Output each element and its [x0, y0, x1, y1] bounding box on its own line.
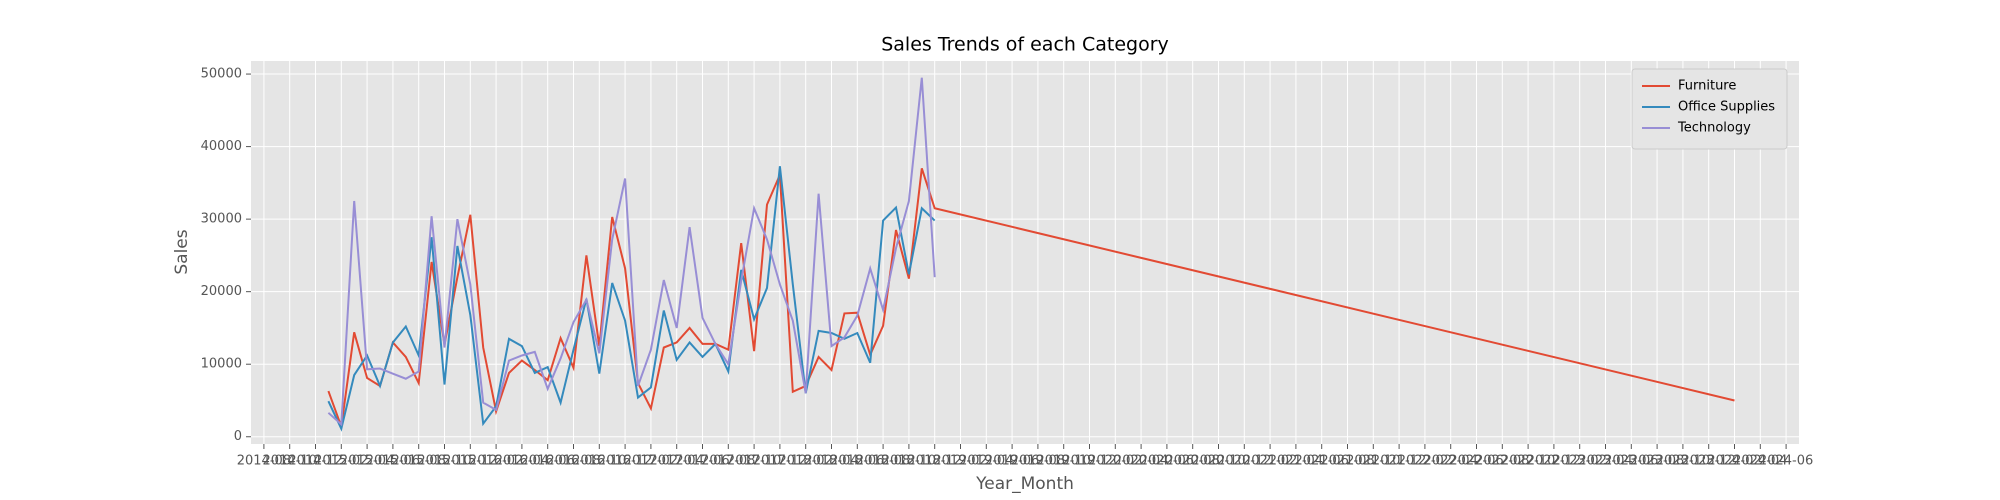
- x-tick-label: 2022-12: [1527, 454, 1581, 469]
- x-tick-label: 2015-06: [366, 454, 420, 469]
- plot-area: [251, 61, 1799, 444]
- y-tick-label: 40000: [201, 139, 242, 154]
- x-tick-label: 2019-06: [985, 454, 1039, 469]
- x-tick-label: 2021-06: [1295, 454, 1349, 469]
- y-tick-label: 50000: [201, 67, 242, 82]
- x-tick-label: 2019-02: [933, 454, 987, 469]
- x-tick-label: 2022-04: [1424, 454, 1478, 469]
- x-tick-label: 2014-12: [288, 454, 342, 469]
- x-tick-label: 2015-02: [314, 454, 368, 469]
- x-tick-label: 2021-12: [1372, 454, 1426, 469]
- x-tick-label: 2024-04: [1733, 454, 1787, 469]
- x-tick-label: 2018-08: [856, 454, 910, 469]
- legend-label: Furniture: [1678, 79, 1736, 94]
- y-tick-label: 0: [234, 429, 242, 444]
- x-tick-label: 2014-08: [237, 454, 291, 469]
- x-tick-label: 2019-10: [1037, 454, 1091, 469]
- x-tick-label: 2020-02: [1088, 454, 1142, 469]
- x-tick-label: 2022-06: [1449, 454, 1503, 469]
- x-tick-label: 2021-02: [1243, 454, 1297, 469]
- y-tick-label: 20000: [201, 284, 242, 299]
- x-tick-label: 2023-10: [1656, 454, 1710, 469]
- legend-box: [1631, 68, 1788, 150]
- x-tick-label: 2022-08: [1475, 454, 1529, 469]
- x-tick-label: 2021-08: [1320, 454, 1374, 469]
- x-tick-label: 2016-12: [598, 454, 652, 469]
- y-tick-label: 30000: [201, 212, 242, 227]
- x-tick-label: 2024-02: [1707, 454, 1761, 469]
- x-tick-label: 2014-10: [263, 454, 317, 469]
- x-tick-label: 2020-08: [1166, 454, 1220, 469]
- x-tick-label: 2016-08: [546, 454, 600, 469]
- x-tick-label: 2021-10: [1346, 454, 1400, 469]
- x-tick-label: 2018-10: [882, 454, 936, 469]
- x-tick-label: 2022-10: [1501, 454, 1555, 469]
- x-tick-label: 2023-04: [1578, 454, 1632, 469]
- x-tick-label: 2018-04: [804, 454, 858, 469]
- x-tick-label: 2019-04: [959, 454, 1013, 469]
- x-tick-label: 2020-12: [1217, 454, 1271, 469]
- x-tick-label: 2019-12: [1062, 454, 1116, 469]
- x-tick-label: 2021-04: [1269, 454, 1323, 469]
- x-tick-label: 2023-12: [1682, 454, 1736, 469]
- legend-label: Technology: [1677, 121, 1751, 136]
- x-tick-label: 2017-12: [753, 454, 807, 469]
- x-tick-label: 2015-04: [340, 454, 394, 469]
- legend-label: Office Supplies: [1678, 100, 1775, 115]
- x-tick-label: 2017-02: [624, 454, 678, 469]
- x-tick-label: 2018-12: [908, 454, 962, 469]
- x-tick-label: 2023-06: [1604, 454, 1658, 469]
- series-line: [327, 77, 936, 427]
- x-tick-label: 2016-10: [572, 454, 626, 469]
- x-tick-label: 2020-04: [1114, 454, 1168, 469]
- x-tick-label: 2020-06: [1140, 454, 1194, 469]
- x-tick-label: 2017-06: [675, 454, 729, 469]
- x-tick-label: 2022-02: [1398, 454, 1452, 469]
- x-tick-label: 2018-06: [830, 454, 884, 469]
- x-tick-label: 2015-10: [417, 454, 471, 469]
- x-tick-label: 2017-08: [701, 454, 755, 469]
- x-tick-label: 2016-06: [521, 454, 575, 469]
- x-tick-label: 2016-04: [495, 454, 549, 469]
- x-tick-label: 2015-12: [443, 454, 497, 469]
- x-tick-label: 2015-08: [392, 454, 446, 469]
- x-tick-label: 2017-04: [650, 454, 704, 469]
- x-axis-label: Year_Month: [975, 474, 1074, 494]
- x-tick-label: 2017-10: [727, 454, 781, 469]
- x-tick-label: 2018-02: [779, 454, 833, 469]
- series-line: [327, 166, 936, 432]
- y-tick-label: 10000: [201, 357, 242, 372]
- x-tick-label: 2023-02: [1553, 454, 1607, 469]
- x-tick-label: 2024-06: [1759, 454, 1813, 469]
- chart-title: Sales Trends of each Category: [881, 34, 1169, 56]
- x-tick-label: 2019-08: [1011, 454, 1065, 469]
- x-tick-label: 2016-02: [469, 454, 523, 469]
- y-axis-label: Sales: [172, 229, 192, 274]
- x-tick-label: 2020-10: [1191, 454, 1245, 469]
- x-tick-label: 2023-08: [1630, 454, 1684, 469]
